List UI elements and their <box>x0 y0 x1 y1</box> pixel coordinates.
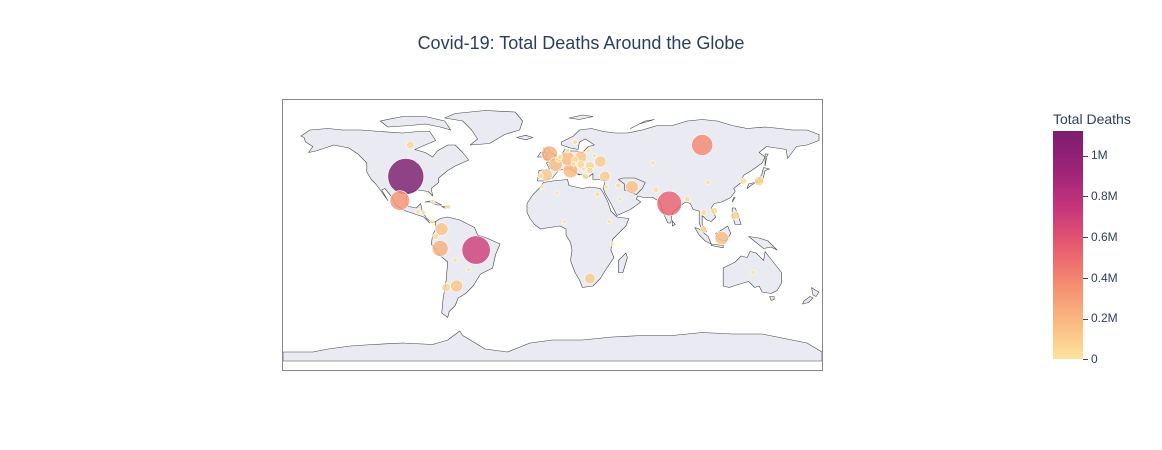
land-iceland <box>516 135 534 141</box>
tick-mark <box>1083 359 1088 361</box>
land-new-zealand-n <box>811 287 820 297</box>
land-africa <box>526 179 630 288</box>
colorbar <box>1053 131 1083 359</box>
colorbar-title: Total Deaths <box>1053 111 1131 127</box>
country-bubble[interactable] <box>591 152 597 158</box>
land-svalbard <box>568 114 594 120</box>
colorbar-tick: 0.4M <box>1083 271 1118 285</box>
country-bubble[interactable] <box>581 166 587 172</box>
land-new-guinea <box>748 236 778 251</box>
country-bubble[interactable] <box>466 266 472 273</box>
tick-label: 0.4M <box>1091 270 1118 285</box>
land-new-zealand-s <box>802 296 814 305</box>
country-bubble[interactable] <box>415 208 421 215</box>
country-bubble[interactable] <box>754 176 764 186</box>
land-taiwan <box>731 197 736 203</box>
country-bubble[interactable] <box>539 184 545 190</box>
country-bubble[interactable] <box>461 235 491 265</box>
tick-label: 0.6M <box>1091 229 1118 244</box>
country-bubble[interactable] <box>572 139 578 145</box>
country-bubble[interactable] <box>387 158 425 195</box>
country-bubble[interactable] <box>584 272 596 285</box>
colorbar-tick: 1M <box>1083 148 1108 162</box>
country-bubble[interactable] <box>432 233 440 241</box>
country-bubble[interactable] <box>537 172 544 179</box>
country-bubble[interactable] <box>389 190 410 211</box>
tick-mark <box>1083 196 1088 198</box>
tick-mark <box>1083 237 1088 239</box>
country-bubble[interactable] <box>450 279 464 293</box>
country-bubble[interactable] <box>435 222 449 236</box>
colorbar-tick: 0 <box>1083 352 1098 366</box>
tick-label: 0.2M <box>1091 311 1118 326</box>
tick-mark <box>1083 277 1088 279</box>
land-antarctica <box>283 330 822 362</box>
country-bubble[interactable] <box>700 225 708 233</box>
country-bubble[interactable] <box>445 204 451 210</box>
country-bubble[interactable] <box>615 182 622 189</box>
tick-label: 0 <box>1091 352 1098 366</box>
colorbar-tick: 0.2M <box>1083 311 1118 325</box>
country-bubble[interactable] <box>576 160 586 169</box>
country-bubble[interactable] <box>606 219 612 225</box>
country-bubble[interactable] <box>564 148 570 154</box>
world-map[interactable] <box>283 100 822 370</box>
land-layer <box>283 110 822 362</box>
country-bubble[interactable] <box>430 199 436 205</box>
country-bubble[interactable] <box>750 269 756 276</box>
country-bubble[interactable] <box>650 160 656 166</box>
country-bubble[interactable] <box>586 166 594 175</box>
country-bubble[interactable] <box>656 190 682 217</box>
land-novaya-zemlya <box>630 119 655 129</box>
tick-label: 0.8M <box>1091 189 1118 204</box>
country-bubble[interactable] <box>705 179 711 186</box>
country-bubble[interactable] <box>684 195 691 203</box>
country-bubble[interactable] <box>609 241 615 247</box>
tick-mark <box>1083 155 1088 157</box>
country-bubble[interactable] <box>570 160 577 167</box>
land-greenland <box>444 110 523 146</box>
country-bubble[interactable] <box>691 134 714 156</box>
map-frame[interactable] <box>282 99 823 371</box>
country-bubble[interactable] <box>581 173 589 181</box>
country-bubble[interactable] <box>557 154 563 160</box>
country-bubble[interactable] <box>739 177 747 185</box>
chart-title: Covid-19: Total Deaths Around the Globe <box>417 33 745 53</box>
colorbar-gradient <box>1053 131 1083 359</box>
country-bubble[interactable] <box>554 190 560 196</box>
country-bubble[interactable] <box>700 209 708 216</box>
bubble-layer <box>387 134 764 293</box>
tick-label: 1M <box>1091 148 1108 163</box>
tick-mark <box>1083 318 1088 320</box>
land-sri-lanka <box>672 220 676 227</box>
country-bubble[interactable] <box>594 191 601 198</box>
country-bubble[interactable] <box>431 240 449 257</box>
country-bubble[interactable] <box>599 170 611 183</box>
country-bubble[interactable] <box>441 282 451 293</box>
land-sakhalin <box>764 153 769 167</box>
land-north-america <box>300 128 469 224</box>
land-java <box>710 243 724 249</box>
land-madagascar <box>618 252 628 273</box>
country-bubble[interactable] <box>406 140 415 150</box>
country-bubble[interactable] <box>617 196 623 202</box>
country-bubble[interactable] <box>714 230 729 246</box>
land-canadian-archipelago <box>380 116 451 131</box>
colorbar-tick: 0.6M <box>1083 230 1118 244</box>
country-bubble[interactable] <box>594 155 607 168</box>
country-bubble[interactable] <box>561 219 567 225</box>
country-bubble[interactable] <box>710 207 719 215</box>
land-tasmania <box>769 296 775 301</box>
colorbar-tick: 0.8M <box>1083 189 1118 203</box>
country-bubble[interactable] <box>625 180 639 194</box>
country-bubble[interactable] <box>730 210 740 221</box>
country-bubble[interactable] <box>452 257 458 264</box>
country-bubble[interactable] <box>421 210 427 216</box>
country-bubble[interactable] <box>603 184 609 190</box>
country-bubble[interactable] <box>652 186 660 194</box>
country-bubble[interactable] <box>585 148 591 154</box>
country-bubble[interactable] <box>429 219 435 225</box>
